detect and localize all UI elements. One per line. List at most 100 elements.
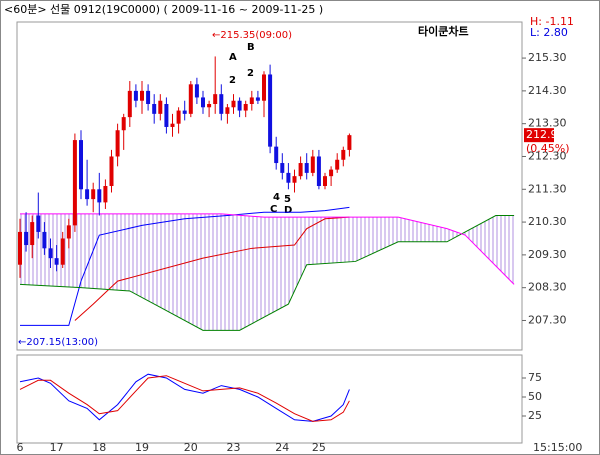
candle-body — [66, 225, 71, 239]
candle-body — [243, 104, 248, 111]
candle-body — [237, 100, 242, 111]
candle-body — [188, 84, 193, 114]
annotation: D — [284, 205, 292, 216]
candle-body — [60, 238, 65, 265]
candle-body — [36, 215, 41, 232]
candle-body — [249, 97, 254, 104]
cloud — [20, 213, 515, 331]
last-price: 212.95 — [526, 128, 565, 141]
candle-body — [152, 104, 157, 114]
y-tick-label: 207.30 — [528, 313, 567, 326]
candle-body — [176, 110, 181, 124]
low-label: L: 2.80 — [530, 26, 568, 39]
x-tick-label: 6 — [17, 441, 24, 454]
indicator-line — [74, 216, 350, 321]
candle-body — [335, 159, 340, 170]
candle-body — [286, 172, 291, 183]
y-tick-label: 208.30 — [528, 281, 567, 294]
candle-body — [201, 97, 205, 108]
y-tick-label: 209.30 — [528, 248, 567, 261]
stoch-line — [19, 375, 350, 422]
annotation: B — [247, 42, 255, 53]
last-change: (0.45%) — [526, 142, 570, 155]
y-tick-label: 210.30 — [528, 215, 567, 228]
candle-body — [170, 123, 175, 127]
x-tick-label: 25 — [312, 441, 326, 454]
candle-body — [91, 189, 96, 200]
high-label: H: -1.11 — [530, 15, 574, 28]
candle-body — [133, 90, 138, 101]
candle-body — [323, 176, 327, 186]
x-tick-label: 19 — [135, 441, 149, 454]
annotation: 2 — [247, 68, 254, 79]
title: <60분> 선물 0912(19C0000) ( 2009-11-16 ~ 20… — [4, 3, 323, 16]
candle-body — [194, 84, 199, 98]
candle-body — [347, 135, 352, 150]
y-tick-label: 215.30 — [528, 51, 567, 64]
candle-body — [85, 189, 90, 200]
candle-body — [158, 100, 163, 114]
x-tick-label: 18 — [92, 441, 106, 454]
x-tick-label: 24 — [275, 441, 289, 454]
candle-body — [268, 74, 273, 147]
candle-body — [298, 163, 303, 177]
x-tick-label: 17 — [50, 441, 64, 454]
candle-body — [213, 94, 218, 104]
candle-body — [72, 140, 77, 226]
candle-body — [18, 231, 22, 265]
y-tick-label: 211.30 — [528, 182, 567, 195]
candle-body — [97, 189, 102, 203]
x-tick-label: 23 — [227, 441, 241, 454]
candle-body — [280, 163, 285, 173]
annotation: A — [229, 52, 237, 63]
candle-body — [231, 100, 236, 108]
candle-body — [262, 74, 266, 101]
stoch-panel — [16, 354, 523, 444]
end-time: 15:15:00 — [533, 441, 582, 454]
candle-body — [207, 104, 212, 108]
y-tick-label: 75 — [528, 371, 542, 384]
candle-body — [304, 163, 309, 173]
candle-body — [79, 140, 83, 190]
candle-body — [54, 258, 59, 265]
price-panel — [16, 21, 523, 351]
annotation: ←207.15(13:00) — [18, 337, 98, 348]
candle-body — [329, 169, 334, 177]
annotation: 4 — [273, 192, 280, 203]
y-tick-label: 213.30 — [528, 117, 567, 130]
candle-body — [274, 146, 279, 164]
y-tick-label: 212.30 — [528, 149, 567, 162]
indicator-line — [19, 215, 515, 331]
candle-body — [24, 231, 29, 246]
candle-body — [146, 90, 151, 104]
annotation: 2 — [229, 75, 236, 86]
y-tick-label: 50 — [528, 390, 542, 403]
candle-body — [316, 156, 321, 186]
candle-body — [310, 156, 315, 173]
candle-body — [42, 231, 47, 249]
candle-body — [219, 94, 224, 114]
candle-body — [127, 90, 132, 118]
brand: 타이쿤차트 — [418, 24, 469, 38]
annotation: C — [270, 204, 277, 215]
annotation: 5 — [284, 194, 291, 205]
candle-body — [140, 90, 144, 101]
candle-body — [164, 104, 169, 127]
price-box — [524, 128, 554, 143]
candle-body — [182, 110, 187, 114]
stoch-line — [19, 373, 350, 422]
candle-body — [48, 248, 53, 259]
annotation: ←215.35(09:00) — [212, 30, 292, 41]
y-tick-label: 25 — [528, 409, 542, 422]
indicator-line — [20, 213, 515, 285]
candle-body — [121, 117, 126, 131]
candle-body — [30, 222, 35, 246]
indicator-line — [20, 206, 350, 326]
candle-body — [103, 186, 108, 203]
y-tick-label: 214.30 — [528, 84, 567, 97]
candle-body — [109, 156, 114, 186]
candle-body — [225, 107, 230, 114]
candle-body — [341, 149, 346, 160]
candle-body — [292, 176, 297, 183]
